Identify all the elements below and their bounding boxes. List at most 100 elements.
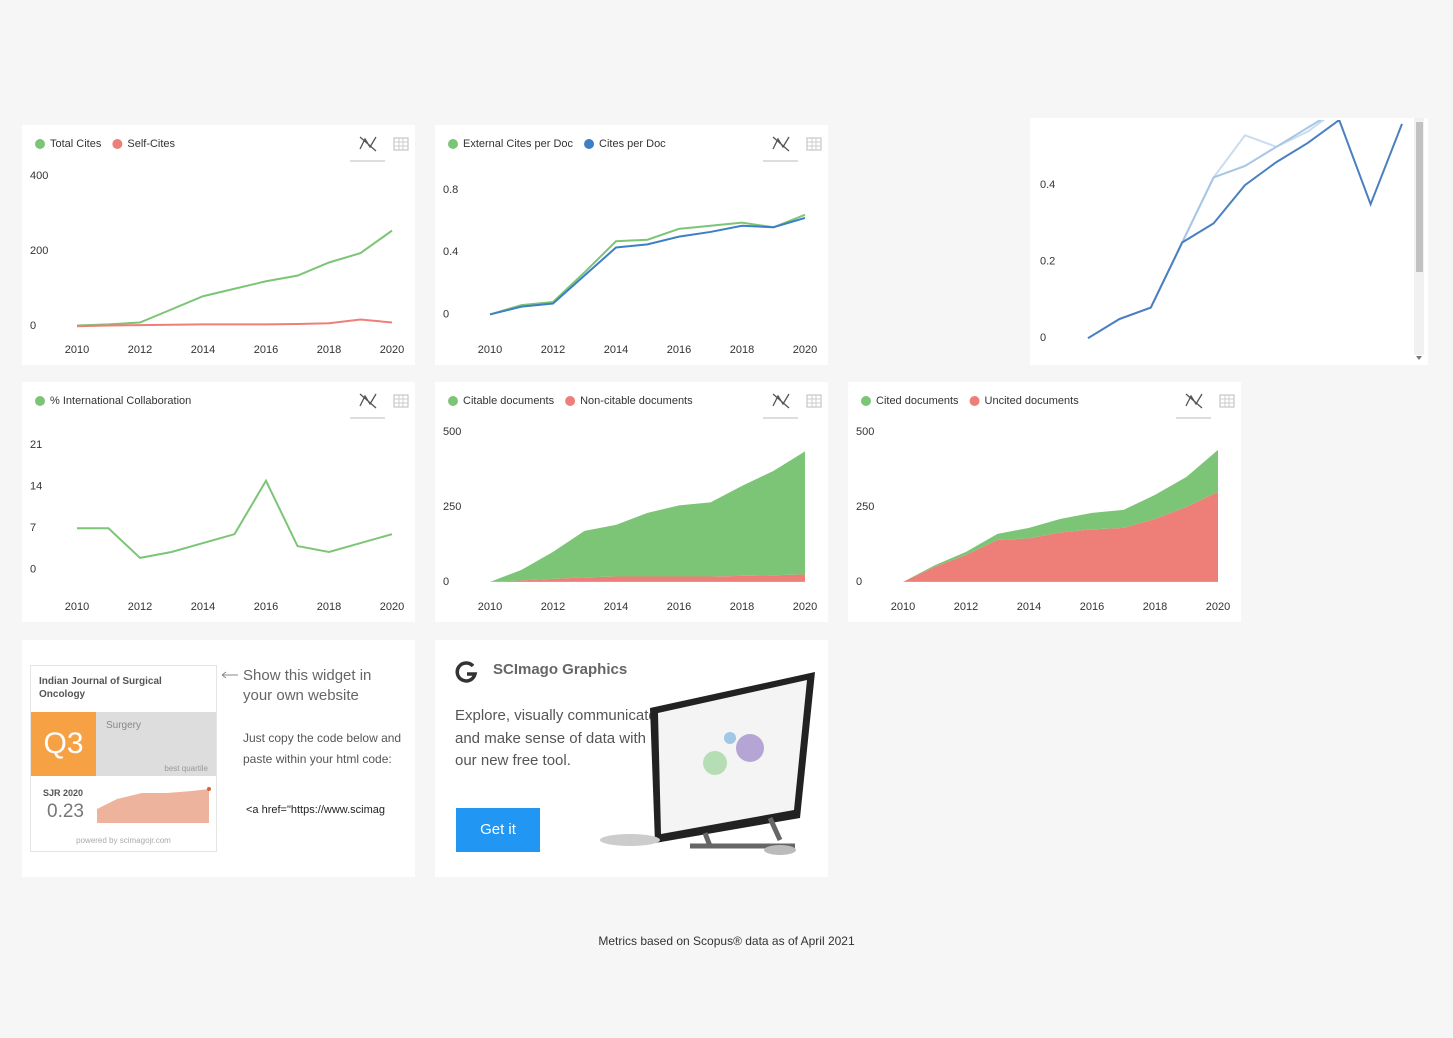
plot: [77, 478, 393, 559]
table-icon-lines: [394, 395, 408, 407]
area: [903, 491, 1218, 582]
line: [489, 213, 806, 316]
x-tick-label: 2018: [1143, 601, 1167, 613]
widget-prompt: Show this widget in your own website: [243, 667, 372, 704]
widget-preview: Indian Journal of Surgical Oncology Q3 S…: [30, 665, 217, 852]
legend-marker: [112, 139, 123, 149]
scrollbar-arrow: [1416, 356, 1422, 360]
chart: Total Cites Self-Cites 0 200 400 2010 2012 2014…: [30, 136, 409, 356]
chart-icon: [772, 136, 790, 152]
x-tick-label: 2020: [793, 344, 817, 356]
area: [490, 451, 805, 582]
x-tick-label: 2018: [317, 601, 341, 613]
y-tick-label: 0: [1040, 332, 1046, 344]
chart: Citable documents Non-citable documents 0 2…: [443, 393, 822, 613]
widget-card: Indian Journal of Surgical Oncology Q3 S…: [22, 640, 415, 877]
y-tick-label: 400: [30, 170, 48, 182]
x-tick-label: 2020: [380, 601, 404, 613]
table-icon-lines: [807, 395, 821, 407]
x-tick-label: 2012: [541, 344, 565, 356]
legend-label: Non-citable documents: [580, 395, 693, 407]
legend-marker: [565, 396, 576, 406]
sjr-sparkline: [97, 787, 211, 823]
legend-label: External Cites per Doc: [463, 138, 574, 150]
legend-label: Total Cites: [50, 138, 102, 150]
table-icon: [1219, 394, 1235, 408]
monitor-illustration: [600, 672, 815, 855]
chart-card: Citable documents Non-citable documents 0 2…: [435, 382, 828, 622]
legend-marker: [35, 396, 45, 406]
plot: [76, 229, 393, 328]
legend-marker: [448, 139, 458, 149]
category-box: Surgery best quartile: [96, 712, 216, 776]
chart-icon: [359, 136, 377, 152]
sjr-label: SJR 2020: [43, 788, 84, 798]
screen-blob: [736, 734, 764, 762]
monitor-screen: [658, 680, 807, 834]
table-icon-lines: [1220, 395, 1234, 407]
chart: Cited documents Uncited documents 0 250 500 2…: [856, 393, 1235, 613]
y-tick-label: 250: [856, 501, 874, 513]
x-tick-label: 2010: [65, 344, 89, 356]
x-tick-label: 2010: [478, 344, 502, 356]
x-tick-label: 2010: [891, 601, 915, 613]
chart-card: External Cites per Doc Cites per Doc 0 0.4 0…: [435, 125, 828, 365]
line: [489, 216, 806, 316]
area: [490, 574, 805, 582]
x-tick-label: 2018: [730, 601, 754, 613]
x-tick-label: 2018: [317, 344, 341, 356]
legend-marker: [861, 396, 871, 406]
x-tick-label: 2016: [254, 601, 278, 613]
x-tick-label: 2012: [128, 601, 152, 613]
sjr-value: 0.23: [47, 801, 84, 822]
legend-marker: [969, 396, 980, 406]
plot: [490, 451, 805, 582]
y-tick-label: 0.2: [1040, 256, 1055, 268]
screen-blob: [703, 751, 727, 775]
x-tick-label: 2018: [730, 344, 754, 356]
y-tick-label: 14: [30, 481, 42, 493]
plot: [1087, 120, 1403, 340]
get-it-button[interactable]: Get it: [456, 808, 540, 852]
line: [76, 318, 393, 328]
x-tick-label: 2014: [191, 344, 215, 356]
line: [1087, 120, 1403, 340]
chart-card: % International Collaboration 0 7 14 21 2010 2…: [22, 382, 415, 622]
table-icon-lines: [394, 138, 408, 150]
scrollbar-thumb: [1416, 122, 1423, 272]
arrow-path: [221, 671, 238, 679]
y-tick-label: 0.4: [1040, 179, 1055, 191]
screen-blob: [724, 732, 736, 744]
legend-label: % International Collaboration: [50, 395, 191, 407]
x-tick-label: 2016: [254, 344, 278, 356]
chart-icon: [359, 393, 377, 409]
y-tick-label: 0: [443, 576, 449, 588]
y-tick-label: 250: [443, 501, 461, 513]
x-tick-label: 2014: [604, 344, 628, 356]
y-tick-label: 0: [30, 564, 36, 576]
x-tick-label: 2010: [478, 601, 502, 613]
graphics-title: SCImago Graphics: [493, 661, 628, 678]
sparkline-area: [97, 789, 209, 823]
widget-code[interactable]: <a href="https://www.scimag: [246, 804, 386, 816]
sparkline-dot: [207, 787, 211, 791]
x-tick-label: 2020: [380, 344, 404, 356]
journal-title: Indian Journal of Surgical Oncology: [39, 676, 162, 700]
area: [903, 449, 1218, 582]
line: [76, 229, 393, 327]
mouse: [764, 845, 796, 855]
x-tick-label: 2014: [604, 601, 628, 613]
chart-icon: [1185, 393, 1203, 409]
graphics-logo: [455, 661, 478, 683]
chart-card: Total Cites Self-Cites 0 200 400 2010 2012 2014…: [22, 125, 415, 365]
footer: Metrics based on Scopus® data as of Apri…: [598, 934, 855, 948]
y-tick-label: 0.8: [443, 184, 458, 196]
quartile: Q3: [31, 712, 96, 776]
x-tick-label: 2014: [1017, 601, 1041, 613]
chart: % International Collaboration 0 7 14 21 2010 2…: [30, 393, 409, 613]
table-icon: [806, 137, 822, 151]
line: [1087, 120, 1323, 340]
legend-label: Cited documents: [876, 395, 959, 407]
x-tick-label: 2016: [667, 601, 691, 613]
